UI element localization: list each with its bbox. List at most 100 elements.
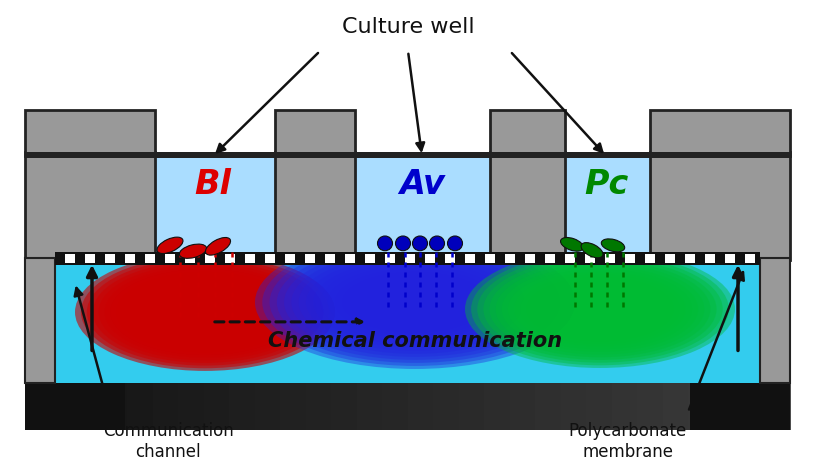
Ellipse shape	[350, 275, 481, 330]
Ellipse shape	[164, 293, 246, 331]
Bar	[331, 381, 358, 430]
Bar	[315, 252, 325, 265]
Bar	[760, 258, 790, 383]
Bar	[125, 252, 135, 265]
Bar	[484, 381, 510, 430]
Bar	[705, 252, 715, 265]
Bar	[565, 252, 575, 265]
Bar	[205, 252, 215, 265]
Bar	[145, 252, 155, 265]
Bar	[55, 258, 760, 383]
Ellipse shape	[544, 285, 655, 333]
Ellipse shape	[292, 250, 539, 354]
Ellipse shape	[277, 245, 553, 360]
Bar	[355, 252, 365, 265]
Bar	[688, 381, 715, 430]
Bar	[75, 252, 85, 265]
Ellipse shape	[502, 266, 698, 352]
Bar	[295, 252, 305, 265]
Bar	[555, 252, 565, 265]
Text: Communication
channel: Communication channel	[103, 422, 233, 461]
Bar	[355, 152, 490, 260]
Bar	[725, 252, 735, 265]
Ellipse shape	[551, 287, 649, 331]
Bar	[675, 252, 685, 265]
Bar	[375, 252, 385, 265]
Bar	[735, 252, 745, 265]
Bar	[485, 252, 495, 265]
Bar	[229, 381, 255, 430]
Ellipse shape	[93, 261, 317, 363]
Ellipse shape	[99, 264, 311, 360]
Ellipse shape	[75, 253, 335, 371]
Text: Chemical communication: Chemical communication	[268, 332, 562, 351]
Ellipse shape	[157, 237, 183, 254]
Bar	[490, 110, 565, 156]
Bar	[254, 381, 281, 430]
Bar	[95, 252, 105, 265]
Bar	[408, 381, 434, 430]
Ellipse shape	[379, 287, 452, 318]
Text: Pc: Pc	[584, 168, 628, 201]
Bar	[561, 381, 587, 430]
Ellipse shape	[357, 278, 474, 326]
Bar	[535, 252, 545, 265]
Bar	[575, 252, 585, 265]
Ellipse shape	[152, 288, 258, 336]
Ellipse shape	[298, 254, 531, 351]
Bar	[490, 152, 565, 260]
Ellipse shape	[377, 236, 393, 251]
Bar	[165, 252, 175, 265]
Ellipse shape	[284, 248, 546, 357]
Ellipse shape	[179, 244, 207, 258]
Ellipse shape	[270, 242, 561, 363]
Text: Culture well: Culture well	[341, 17, 474, 38]
Bar	[745, 252, 755, 265]
Ellipse shape	[205, 237, 231, 255]
Bar	[127, 381, 153, 430]
Bar	[135, 252, 145, 265]
Ellipse shape	[111, 269, 300, 355]
Bar	[509, 381, 536, 430]
Bar	[25, 381, 51, 430]
Text: Av: Av	[399, 168, 445, 201]
Ellipse shape	[570, 296, 631, 323]
Ellipse shape	[508, 269, 692, 349]
Ellipse shape	[465, 250, 735, 368]
Bar	[650, 152, 790, 260]
Bar	[345, 252, 355, 265]
Bar	[275, 252, 285, 265]
Bar	[637, 381, 663, 430]
Bar	[285, 252, 295, 265]
Bar	[605, 252, 615, 265]
Bar	[663, 381, 689, 430]
Bar	[76, 381, 103, 430]
Ellipse shape	[104, 266, 306, 357]
Bar	[280, 381, 306, 430]
Ellipse shape	[601, 239, 624, 252]
Bar	[152, 381, 179, 430]
Ellipse shape	[140, 283, 270, 341]
Ellipse shape	[372, 284, 459, 320]
Bar	[475, 252, 485, 265]
Bar	[615, 252, 625, 265]
Bar	[455, 252, 465, 265]
Bar	[25, 110, 155, 156]
Ellipse shape	[483, 258, 716, 360]
Bar	[155, 152, 275, 260]
Bar	[665, 252, 675, 265]
Bar	[465, 252, 475, 265]
Bar	[25, 381, 125, 430]
Ellipse shape	[170, 296, 240, 328]
Bar	[275, 152, 355, 260]
Ellipse shape	[187, 304, 222, 320]
Ellipse shape	[262, 239, 568, 366]
Bar	[115, 252, 125, 265]
Ellipse shape	[320, 263, 509, 342]
Ellipse shape	[520, 274, 680, 344]
Bar	[306, 381, 332, 430]
Bar	[365, 252, 375, 265]
Text: Bl: Bl	[195, 168, 231, 201]
Bar	[51, 381, 77, 430]
Bar	[739, 381, 765, 430]
